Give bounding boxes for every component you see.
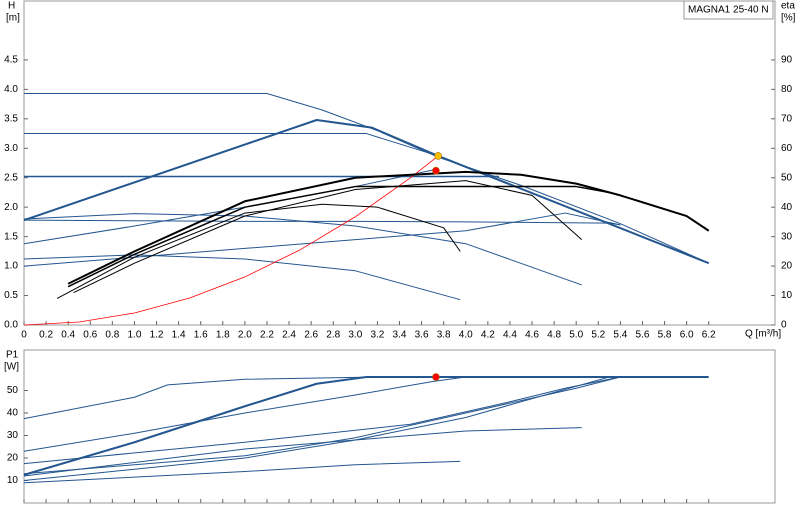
x-tick-label: 3.2 <box>370 330 384 341</box>
y2-tick-label: 40 <box>781 202 793 213</box>
x-tick-label: 1.6 <box>194 330 208 341</box>
curve <box>67 185 610 288</box>
x-tick-label: 3.6 <box>415 330 429 341</box>
y2-tick-label: 30 <box>781 231 793 242</box>
curve <box>23 376 466 452</box>
y-axis-label: H <box>8 1 15 12</box>
x-tick-label: 3.0 <box>348 330 362 341</box>
x-tick-label: 3.8 <box>437 330 451 341</box>
y-tick-label: 1.0 <box>4 261 18 272</box>
y2-tick-label: 60 <box>781 143 793 154</box>
y-axis-unit: [m] <box>6 13 20 24</box>
x-tick-label: 5.0 <box>569 330 583 341</box>
x-tick-label: 0.6 <box>83 330 97 341</box>
x-tick-label: 2.0 <box>238 330 252 341</box>
y-tick-label: 30 <box>7 430 19 441</box>
duty-point <box>432 166 440 175</box>
curve <box>73 180 583 294</box>
curve <box>67 170 710 285</box>
curve <box>23 460 461 484</box>
x-tick-label: 4.0 <box>459 330 473 341</box>
x-tick-label: 2.6 <box>304 330 318 341</box>
curve <box>23 376 621 475</box>
x-tick-label: 1.8 <box>216 330 230 341</box>
y-tick-label: 2.5 <box>4 172 18 183</box>
y2-tick-label: 80 <box>781 84 793 95</box>
y2-tick-label: 70 <box>781 113 793 124</box>
y2-tick-label: 0 <box>781 320 787 331</box>
y2-axis-label: eta <box>781 1 795 12</box>
curve <box>23 155 439 326</box>
duty-point <box>434 152 442 160</box>
x-tick-label: 1.0 <box>127 330 141 341</box>
x-tick-label: 1.2 <box>150 330 164 341</box>
y-axis-unit: [W] <box>4 362 19 373</box>
y2-tick-label: 20 <box>781 261 793 272</box>
y2-tick-label: 90 <box>781 55 793 66</box>
curve <box>23 427 582 477</box>
x-tick-label: 3.4 <box>393 330 407 341</box>
x-tick-label: 2.8 <box>326 330 340 341</box>
x-tick-label: 1.4 <box>172 330 186 341</box>
y2-axis-unit: [%] <box>781 13 796 24</box>
y-tick-label: 2.0 <box>4 202 18 213</box>
y-tick-label: 3.5 <box>4 113 18 124</box>
x-tick-label: 0.4 <box>61 330 75 341</box>
x-axis-label: Q [m³/h] <box>745 329 781 340</box>
x-tick-label: 4.6 <box>525 330 539 341</box>
x-tick-label: 6.0 <box>680 330 694 341</box>
x-tick-label: 0.2 <box>39 330 53 341</box>
curve <box>56 203 461 299</box>
y-tick-label: 40 <box>7 408 19 419</box>
curve <box>23 219 621 226</box>
y-tick-label: 0.5 <box>4 290 18 301</box>
curve <box>23 376 709 476</box>
x-tick-label: 0.8 <box>105 330 119 341</box>
y-tick-label: 10 <box>7 475 19 486</box>
x-tick-label: 2.2 <box>260 330 274 341</box>
x-tick-label: 4.2 <box>481 330 495 341</box>
curve <box>23 254 461 301</box>
x-tick-label: 5.8 <box>658 330 672 341</box>
y-tick-label: 0.0 <box>4 320 18 331</box>
y-tick-label: 50 <box>7 385 19 396</box>
x-tick-label: 0 <box>21 330 27 341</box>
y-tick-label: 20 <box>7 453 19 464</box>
x-tick-label: 5.2 <box>591 330 605 341</box>
x-tick-label: 4.8 <box>547 330 561 341</box>
curve <box>24 133 439 157</box>
y-tick-label: 1.5 <box>4 231 18 242</box>
y-tick-label: 4.0 <box>4 84 18 95</box>
curve <box>23 213 582 286</box>
duty-point <box>432 373 440 381</box>
x-tick-label: 5.4 <box>613 330 627 341</box>
curve <box>23 376 378 420</box>
y-tick-label: 3.0 <box>4 143 18 154</box>
curve <box>23 212 621 267</box>
y-tick-label: 4.5 <box>4 55 18 66</box>
chart-title: MAGNA1 25-40 N <box>688 5 769 16</box>
x-tick-label: 6.2 <box>702 330 716 341</box>
y-axis-label: P1 <box>6 350 19 361</box>
y2-tick-label: 10 <box>781 290 793 301</box>
x-tick-label: 2.4 <box>282 330 296 341</box>
x-tick-label: 4.4 <box>503 330 517 341</box>
curve <box>23 119 710 265</box>
x-tick-label: 5.6 <box>636 330 650 341</box>
y2-tick-label: 50 <box>781 172 793 183</box>
